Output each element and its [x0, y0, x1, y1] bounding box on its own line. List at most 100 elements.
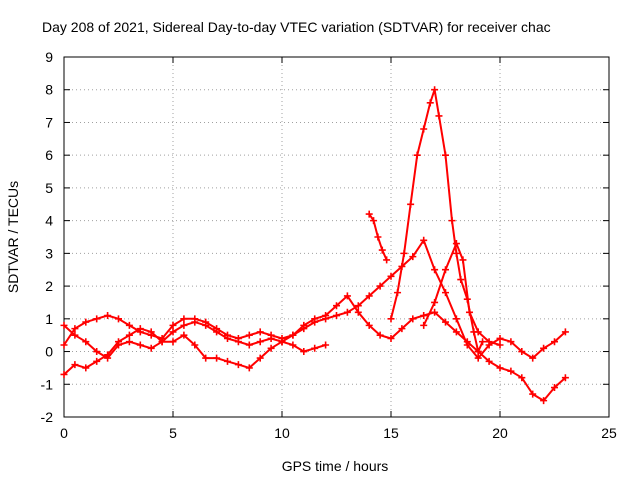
data-point	[60, 370, 68, 378]
data-point	[93, 348, 101, 356]
data-point	[376, 331, 384, 339]
data-point	[169, 338, 177, 346]
data-point	[452, 315, 460, 323]
y-tick-label: 0	[45, 344, 53, 360]
data-point	[169, 328, 177, 336]
data-point	[300, 348, 308, 356]
data-point	[115, 315, 122, 323]
data-point	[191, 341, 199, 349]
x-tick-label: 25	[601, 425, 617, 441]
data-point	[180, 321, 188, 329]
data-point	[394, 289, 402, 297]
data-point	[387, 334, 395, 342]
data-point	[431, 86, 439, 94]
data-point	[82, 338, 90, 346]
y-axis-label: SDTVAR / TECUs	[5, 181, 21, 293]
y-tick-label: 7	[45, 114, 53, 130]
data-point	[409, 253, 417, 261]
data-point	[213, 328, 221, 336]
data-point	[442, 289, 449, 297]
data-point	[213, 354, 221, 362]
data-point	[442, 266, 449, 274]
data-point	[365, 210, 373, 218]
data-point	[104, 354, 112, 362]
axis-ticks: 0 5 10 15 20 25 -2 -1 0 1 2 3 4 5 6 7 8 9	[41, 49, 617, 441]
data-point	[115, 341, 122, 349]
data-point	[426, 99, 434, 107]
data-point	[158, 338, 166, 346]
y-tick-label: 4	[45, 213, 53, 229]
data-point	[136, 341, 144, 349]
data-point	[245, 364, 253, 372]
data-point	[82, 364, 90, 372]
data-point	[529, 390, 537, 398]
data-point	[256, 354, 264, 362]
data-point	[322, 341, 330, 349]
data-point	[333, 312, 340, 320]
data-point	[474, 348, 482, 356]
data-point	[540, 397, 548, 405]
data-point	[420, 236, 428, 244]
data-point	[378, 246, 386, 254]
data-point	[452, 249, 460, 257]
data-point	[60, 341, 68, 349]
data-point	[343, 292, 351, 300]
data-point	[518, 374, 526, 382]
data-point	[561, 328, 569, 336]
y-tick-label: 1	[45, 311, 53, 327]
x-tick-label: 10	[274, 425, 290, 441]
data-point	[442, 151, 449, 159]
y-tick-label: 5	[45, 180, 53, 196]
data-point	[387, 315, 395, 323]
y-tick-label: 6	[45, 147, 53, 163]
data-point	[370, 217, 378, 225]
data-point	[407, 200, 415, 208]
data-point	[311, 344, 319, 352]
data-point	[71, 331, 79, 339]
data-point	[463, 341, 471, 349]
data-point	[435, 112, 443, 120]
data-point	[496, 341, 504, 349]
data-point	[431, 298, 439, 306]
data-point	[452, 240, 460, 248]
data-point	[431, 266, 439, 274]
y-tick-label: 9	[45, 49, 53, 65]
data-point	[365, 292, 373, 300]
data-point	[400, 249, 408, 257]
data-point	[398, 325, 406, 333]
data-point	[442, 318, 449, 326]
data-point	[452, 328, 460, 336]
x-tick-label: 20	[492, 425, 508, 441]
data-point	[474, 328, 482, 336]
x-tick-label: 5	[169, 425, 177, 441]
data-point	[125, 331, 133, 339]
data-point	[289, 331, 297, 339]
data-point	[496, 334, 504, 342]
data-point	[202, 354, 210, 362]
chart-title: Day 208 of 2021, Sidereal Day-to-day VTE…	[42, 19, 551, 35]
data-point	[224, 357, 231, 365]
series-track-c	[60, 318, 330, 362]
data-point	[551, 338, 558, 346]
y-tick-label: 8	[45, 82, 53, 98]
series-line	[63, 239, 567, 360]
data-point	[365, 321, 373, 329]
y-tick-label: -2	[41, 409, 54, 425]
data-point	[82, 318, 90, 326]
data-point	[322, 315, 330, 323]
data-point	[234, 338, 242, 346]
x-tick-label: 15	[383, 425, 399, 441]
data-point	[93, 357, 101, 365]
data-point	[224, 334, 231, 342]
data-point	[245, 331, 253, 339]
x-tick-label: 0	[60, 425, 68, 441]
data-point	[540, 344, 548, 352]
data-point	[485, 357, 493, 365]
x-axis-label: GPS time / hours	[282, 458, 389, 474]
data-point	[431, 308, 439, 316]
data-point	[104, 312, 112, 320]
y-tick-label: -1	[41, 376, 54, 392]
data-point	[507, 338, 515, 346]
data-point	[448, 217, 456, 225]
data-point	[125, 321, 133, 329]
